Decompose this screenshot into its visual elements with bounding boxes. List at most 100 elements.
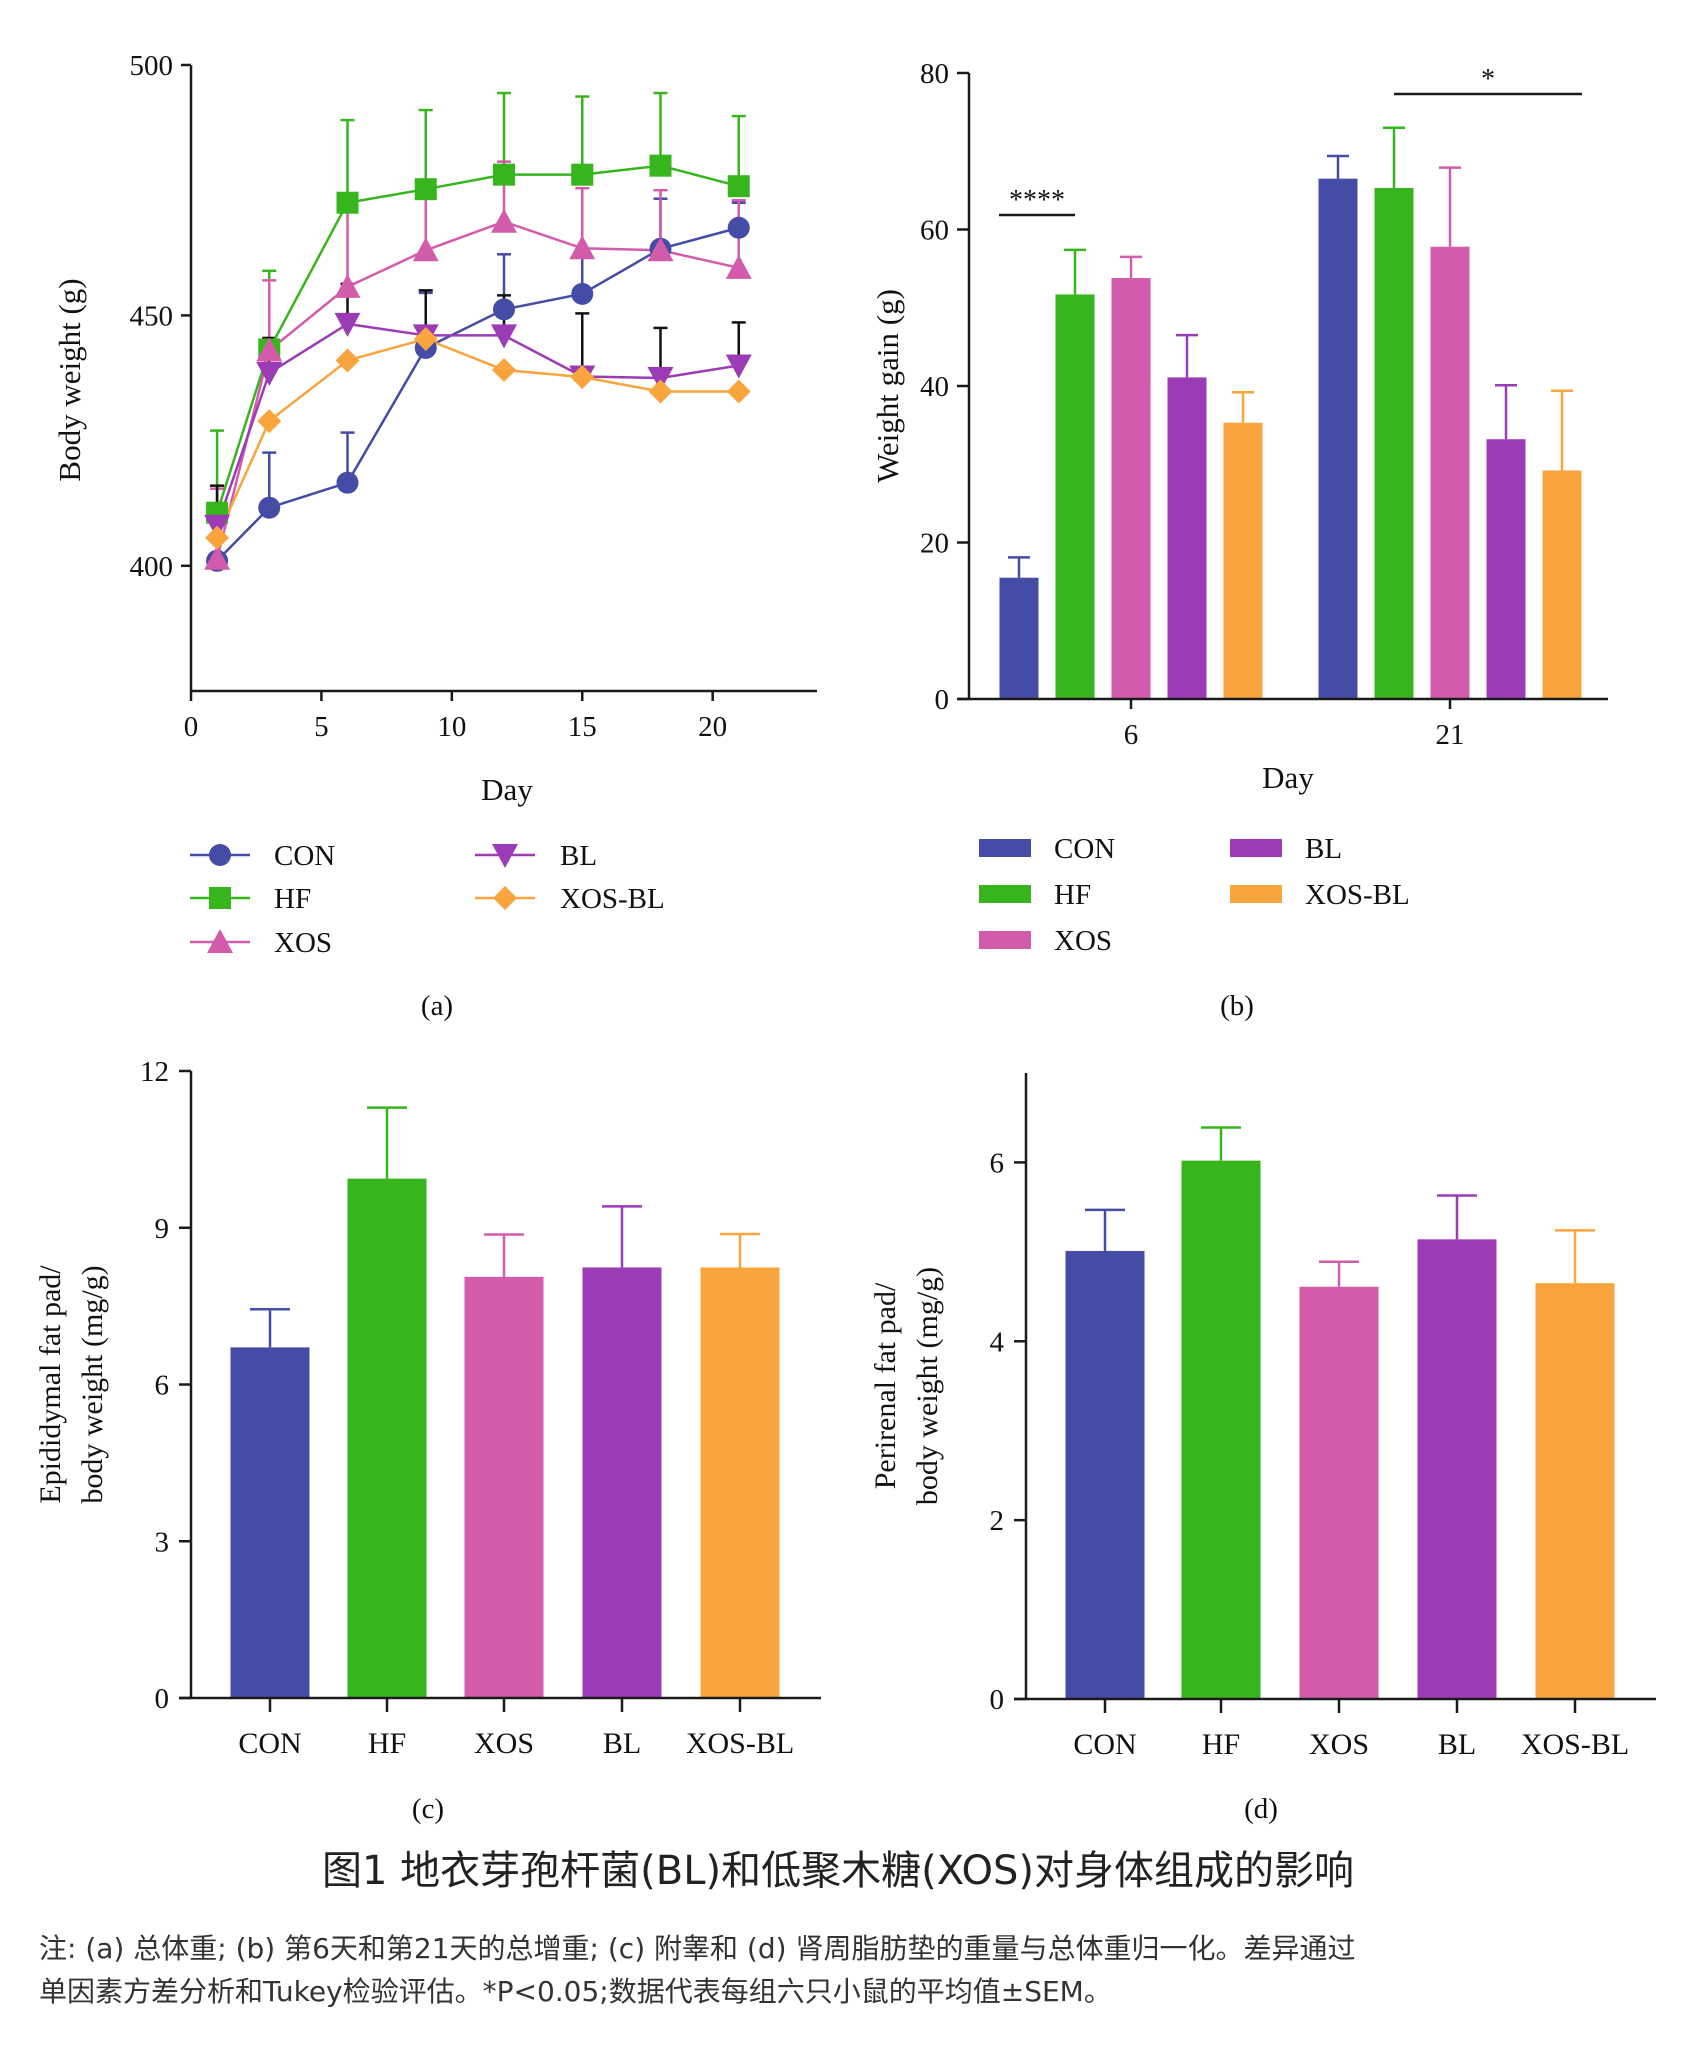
series-line-XOS: [215, 220, 740, 560]
x-tick-label-XOS: XOS: [474, 1727, 534, 1760]
y-tick-label: 500: [130, 50, 174, 82]
x-tick-label-BL: BL: [1438, 1728, 1476, 1761]
panel-label-a: (a): [421, 990, 453, 1022]
data-point-XOS-BL: [335, 348, 360, 373]
data-point-BL: [256, 361, 283, 386]
y-axis-label-line-2: body weight (mg/g): [911, 1267, 944, 1505]
legend-label-HF: HF: [1054, 879, 1091, 911]
bar-CON-day-6: [999, 577, 1039, 699]
data-point-XOS: [256, 337, 283, 362]
legend-label-HF: HF: [274, 883, 311, 915]
y-tick-label: 6: [990, 1147, 1005, 1179]
figure-note-line-1: 注: (a) 总体重; (b) 第6天和第21天的总增重; (c) 附睾和 (d…: [39, 1932, 1355, 1965]
x-tick-label-XOS-BL: XOS-BL: [686, 1727, 794, 1760]
data-point-HF: [414, 178, 437, 201]
data-point-BL: [647, 367, 674, 391]
legend-label-BL: BL: [560, 840, 597, 872]
panel-label: (c): [412, 1793, 444, 1825]
y-tick-label: 2: [990, 1505, 1005, 1537]
data-point-XOS-BL: [257, 409, 282, 434]
x-axis-label: Day: [1262, 760, 1314, 795]
figure-note-line-2: 单因素方差分析和Tukey检验评估。*P<0.05;数据代表每组六只小鼠的平均值…: [39, 1975, 1112, 2008]
y-axis-label-line-1: Perirenal fat pad/: [869, 1282, 902, 1489]
x-tick-label-BL: BL: [603, 1727, 641, 1760]
data-point-XOS: [491, 208, 517, 233]
data-point-HF: [571, 163, 594, 186]
bar-HF-day-6: [1055, 294, 1095, 699]
bar-BL: [1417, 1239, 1497, 1699]
legend-marker-HF: [209, 887, 231, 909]
panel-c-epididymal-fat-chart: CON HF XOS BL XOS-BL 0 3 6 9 12 Epididymal fat pad…: [34, 1056, 821, 1825]
data-point-XOS-BL: [726, 379, 751, 404]
bar-XOS-BL: [1535, 1283, 1615, 1699]
y-axis-label: Weight gain (g): [870, 289, 905, 483]
x-tick-label: 6: [1124, 719, 1139, 751]
y-tick-label: 0: [990, 1684, 1005, 1716]
bar-CON-day-21: [1318, 178, 1358, 699]
bar-BL-day-6: [1167, 377, 1207, 699]
significance-marker: *: [1481, 64, 1495, 95]
bar-XOS-day-21: [1430, 246, 1470, 699]
legend-marker-CON: [209, 844, 231, 866]
data-point-XOS: [204, 545, 231, 570]
y-tick-label: 0: [935, 684, 950, 716]
data-point-BL: [334, 312, 361, 337]
bar-HF: [347, 1178, 427, 1698]
x-tick-label-CON: CON: [238, 1727, 301, 1760]
legend-marker-BL: [492, 844, 518, 868]
data-point-CON: [258, 496, 281, 519]
y-tick-label: 9: [155, 1213, 170, 1245]
x-tick-label: 20: [698, 711, 727, 743]
data-point-HF: [493, 163, 515, 186]
bar-XOS-BL-day-6: [1223, 422, 1263, 699]
data-point-XOS-BL: [492, 357, 516, 382]
data-point-XOS: [647, 237, 674, 262]
y-tick-label: 4: [990, 1326, 1005, 1358]
data-point-XOS: [412, 237, 439, 262]
y-tick-label: 0: [155, 1683, 170, 1715]
data-point-XOS-BL: [413, 326, 438, 351]
data-point-HF: [727, 175, 750, 198]
y-axis-label: Body weight (g): [52, 278, 87, 481]
y-axis-label-line-1: Epididymal fat pad/: [34, 1265, 67, 1504]
legend-label-BL: BL: [1305, 833, 1342, 865]
bar-XOS-day-6: [1111, 278, 1151, 699]
legend-label-XOS-BL: XOS-BL: [560, 883, 665, 915]
legend-swatch-BL: [1230, 839, 1282, 857]
x-tick-label: 0: [184, 711, 199, 743]
bar-XOS: [464, 1276, 544, 1698]
data-point-CON: [493, 298, 515, 321]
x-tick-label-XOS: XOS: [1309, 1728, 1369, 1761]
series-line-HF: [215, 164, 740, 514]
data-point-CON: [336, 471, 359, 494]
data-point-XOS-BL: [648, 379, 673, 404]
legend-swatch-XOS-BL: [1230, 885, 1282, 903]
y-tick-label: 12: [140, 1056, 169, 1088]
x-axis-label: Day: [481, 772, 533, 807]
legend-swatch-HF: [979, 885, 1031, 903]
legend-marker-XOS: [207, 929, 233, 953]
x-tick-label: 15: [568, 711, 597, 743]
y-tick-label: 400: [130, 551, 174, 583]
legend-label-XOS: XOS: [1054, 925, 1112, 957]
bar-XOS-BL-day-21: [1542, 470, 1582, 699]
y-tick-label: 40: [920, 371, 949, 403]
legend-swatch-XOS: [979, 931, 1031, 949]
x-tick-label-XOS-BL: XOS-BL: [1521, 1728, 1629, 1761]
series-line-CON: [216, 226, 740, 562]
x-tick-label-HF: HF: [1202, 1728, 1240, 1761]
data-point-HF: [336, 191, 359, 214]
legend-label-XOS: XOS: [274, 927, 332, 959]
series-line-BL: [215, 322, 739, 527]
y-tick-label: 6: [155, 1370, 170, 1402]
data-point-CON: [571, 282, 594, 305]
data-point-XOS: [725, 254, 752, 279]
x-tick-label: 5: [314, 711, 329, 743]
bar-HF-day-21: [1374, 188, 1414, 699]
data-point-CON: [727, 216, 750, 239]
series-line-XOS-BL: [215, 337, 739, 539]
legend-label-CON: CON: [1054, 833, 1115, 865]
bar-CON: [1065, 1250, 1145, 1699]
data-point-XOS-BL: [570, 364, 595, 389]
data-point-XOS: [334, 273, 361, 298]
